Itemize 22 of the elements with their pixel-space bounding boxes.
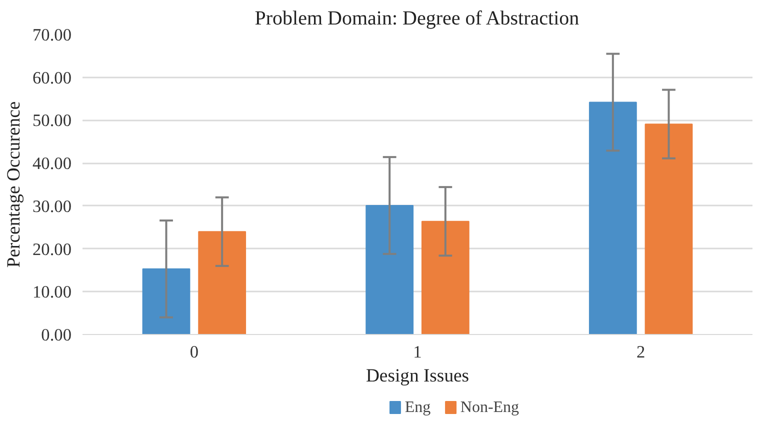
y-tick-label: 0.00: [41, 326, 72, 344]
chart-title: Problem Domain: Degree of Abstraction: [254, 8, 580, 30]
bar: [421, 220, 470, 334]
bar: [198, 231, 246, 334]
x-tick-label: 0: [190, 342, 199, 362]
x-axis-title: Design Issues: [366, 366, 470, 386]
y-axis-title: Percentage Occurence: [4, 101, 25, 268]
bar: [142, 268, 190, 334]
legend-label: Non-Eng: [460, 399, 520, 416]
y-tick-label: 60.00: [32, 68, 72, 88]
y-tick-label: 40.00: [32, 154, 72, 174]
legend-label: Eng: [404, 399, 431, 416]
bar: [644, 124, 693, 334]
y-tick-label: 70.00: [32, 26, 72, 44]
bar: [588, 102, 637, 334]
bar: [366, 205, 414, 334]
y-tick-label: 50.00: [32, 111, 72, 130]
y-tick-label: 10.00: [32, 282, 72, 302]
y-tick-label: 30.00: [32, 196, 72, 216]
y-tick-label: 20.00: [32, 240, 72, 259]
x-tick-label: 1: [413, 342, 422, 362]
x-tick-label: 2: [636, 342, 646, 362]
